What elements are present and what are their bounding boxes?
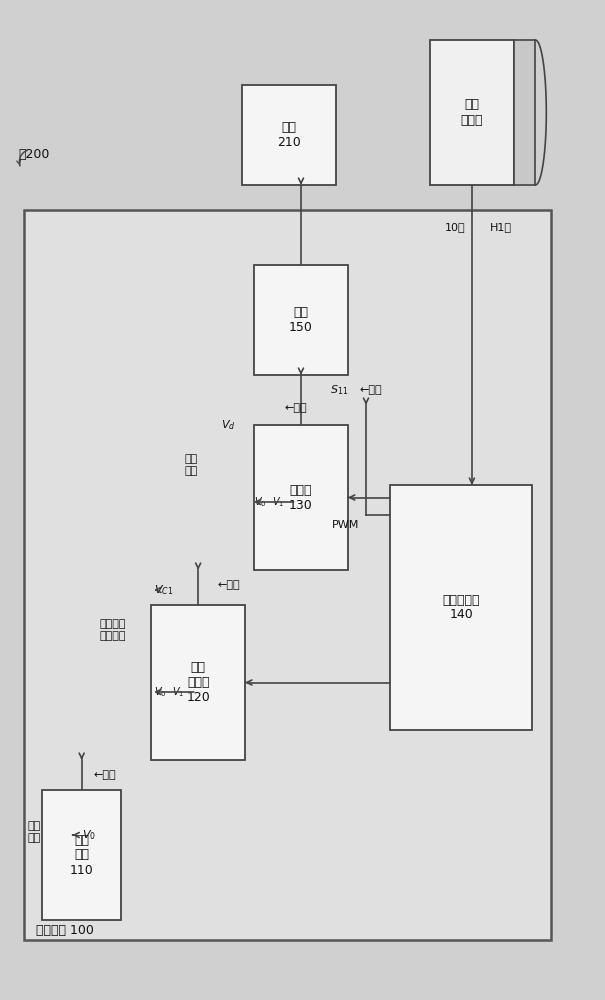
- Text: 直流
电压: 直流 电压: [27, 821, 41, 843]
- Bar: [514, 40, 535, 185]
- Text: 驱动
电压: 驱动 电压: [185, 454, 198, 476]
- Text: 风扇
210: 风扇 210: [277, 121, 301, 149]
- Bar: [254, 265, 348, 375]
- Text: ～200: ～200: [18, 148, 50, 161]
- Text: $V_0$: $V_0$: [254, 495, 267, 509]
- Bar: [24, 210, 551, 940]
- Text: ←时间: ←时间: [360, 385, 382, 395]
- Bar: [254, 425, 348, 570]
- Text: PWM: PWM: [332, 520, 359, 530]
- Bar: [151, 605, 245, 760]
- Text: ←时间: ←时间: [218, 580, 240, 590]
- Text: $V_0$: $V_0$: [154, 685, 167, 699]
- Text: H1～: H1～: [490, 222, 512, 232]
- Bar: [390, 485, 532, 730]
- Bar: [42, 790, 121, 920]
- Text: 电压控制器
140: 电压控制器 140: [443, 593, 480, 621]
- Text: ←时间: ←时间: [94, 770, 116, 780]
- Text: ←时间: ←时间: [284, 403, 307, 413]
- Text: 直流
电源
110: 直流 电源 110: [70, 833, 94, 876]
- Text: $V_{C1}$: $V_{C1}$: [154, 583, 174, 597]
- Text: 马达模组 100: 马达模组 100: [36, 924, 94, 937]
- Text: 第一对应
直流电压: 第一对应 直流电压: [100, 619, 126, 641]
- Text: $V_0$: $V_0$: [82, 828, 96, 842]
- Text: 温度
感测器: 温度 感测器: [460, 99, 483, 126]
- Bar: [430, 40, 514, 185]
- Text: $V_d$: $V_d$: [221, 418, 235, 432]
- Bar: [242, 85, 336, 185]
- Text: 10～: 10～: [445, 222, 465, 232]
- Text: 马达
150: 马达 150: [289, 306, 313, 334]
- Text: $V_1$: $V_1$: [272, 495, 284, 509]
- Text: 调变器
130: 调变器 130: [289, 484, 313, 512]
- Text: $S_{11}$: $S_{11}$: [330, 383, 348, 397]
- Text: $V_1$: $V_1$: [172, 685, 185, 699]
- Text: 马达
控制器
120: 马达 控制器 120: [186, 661, 210, 704]
